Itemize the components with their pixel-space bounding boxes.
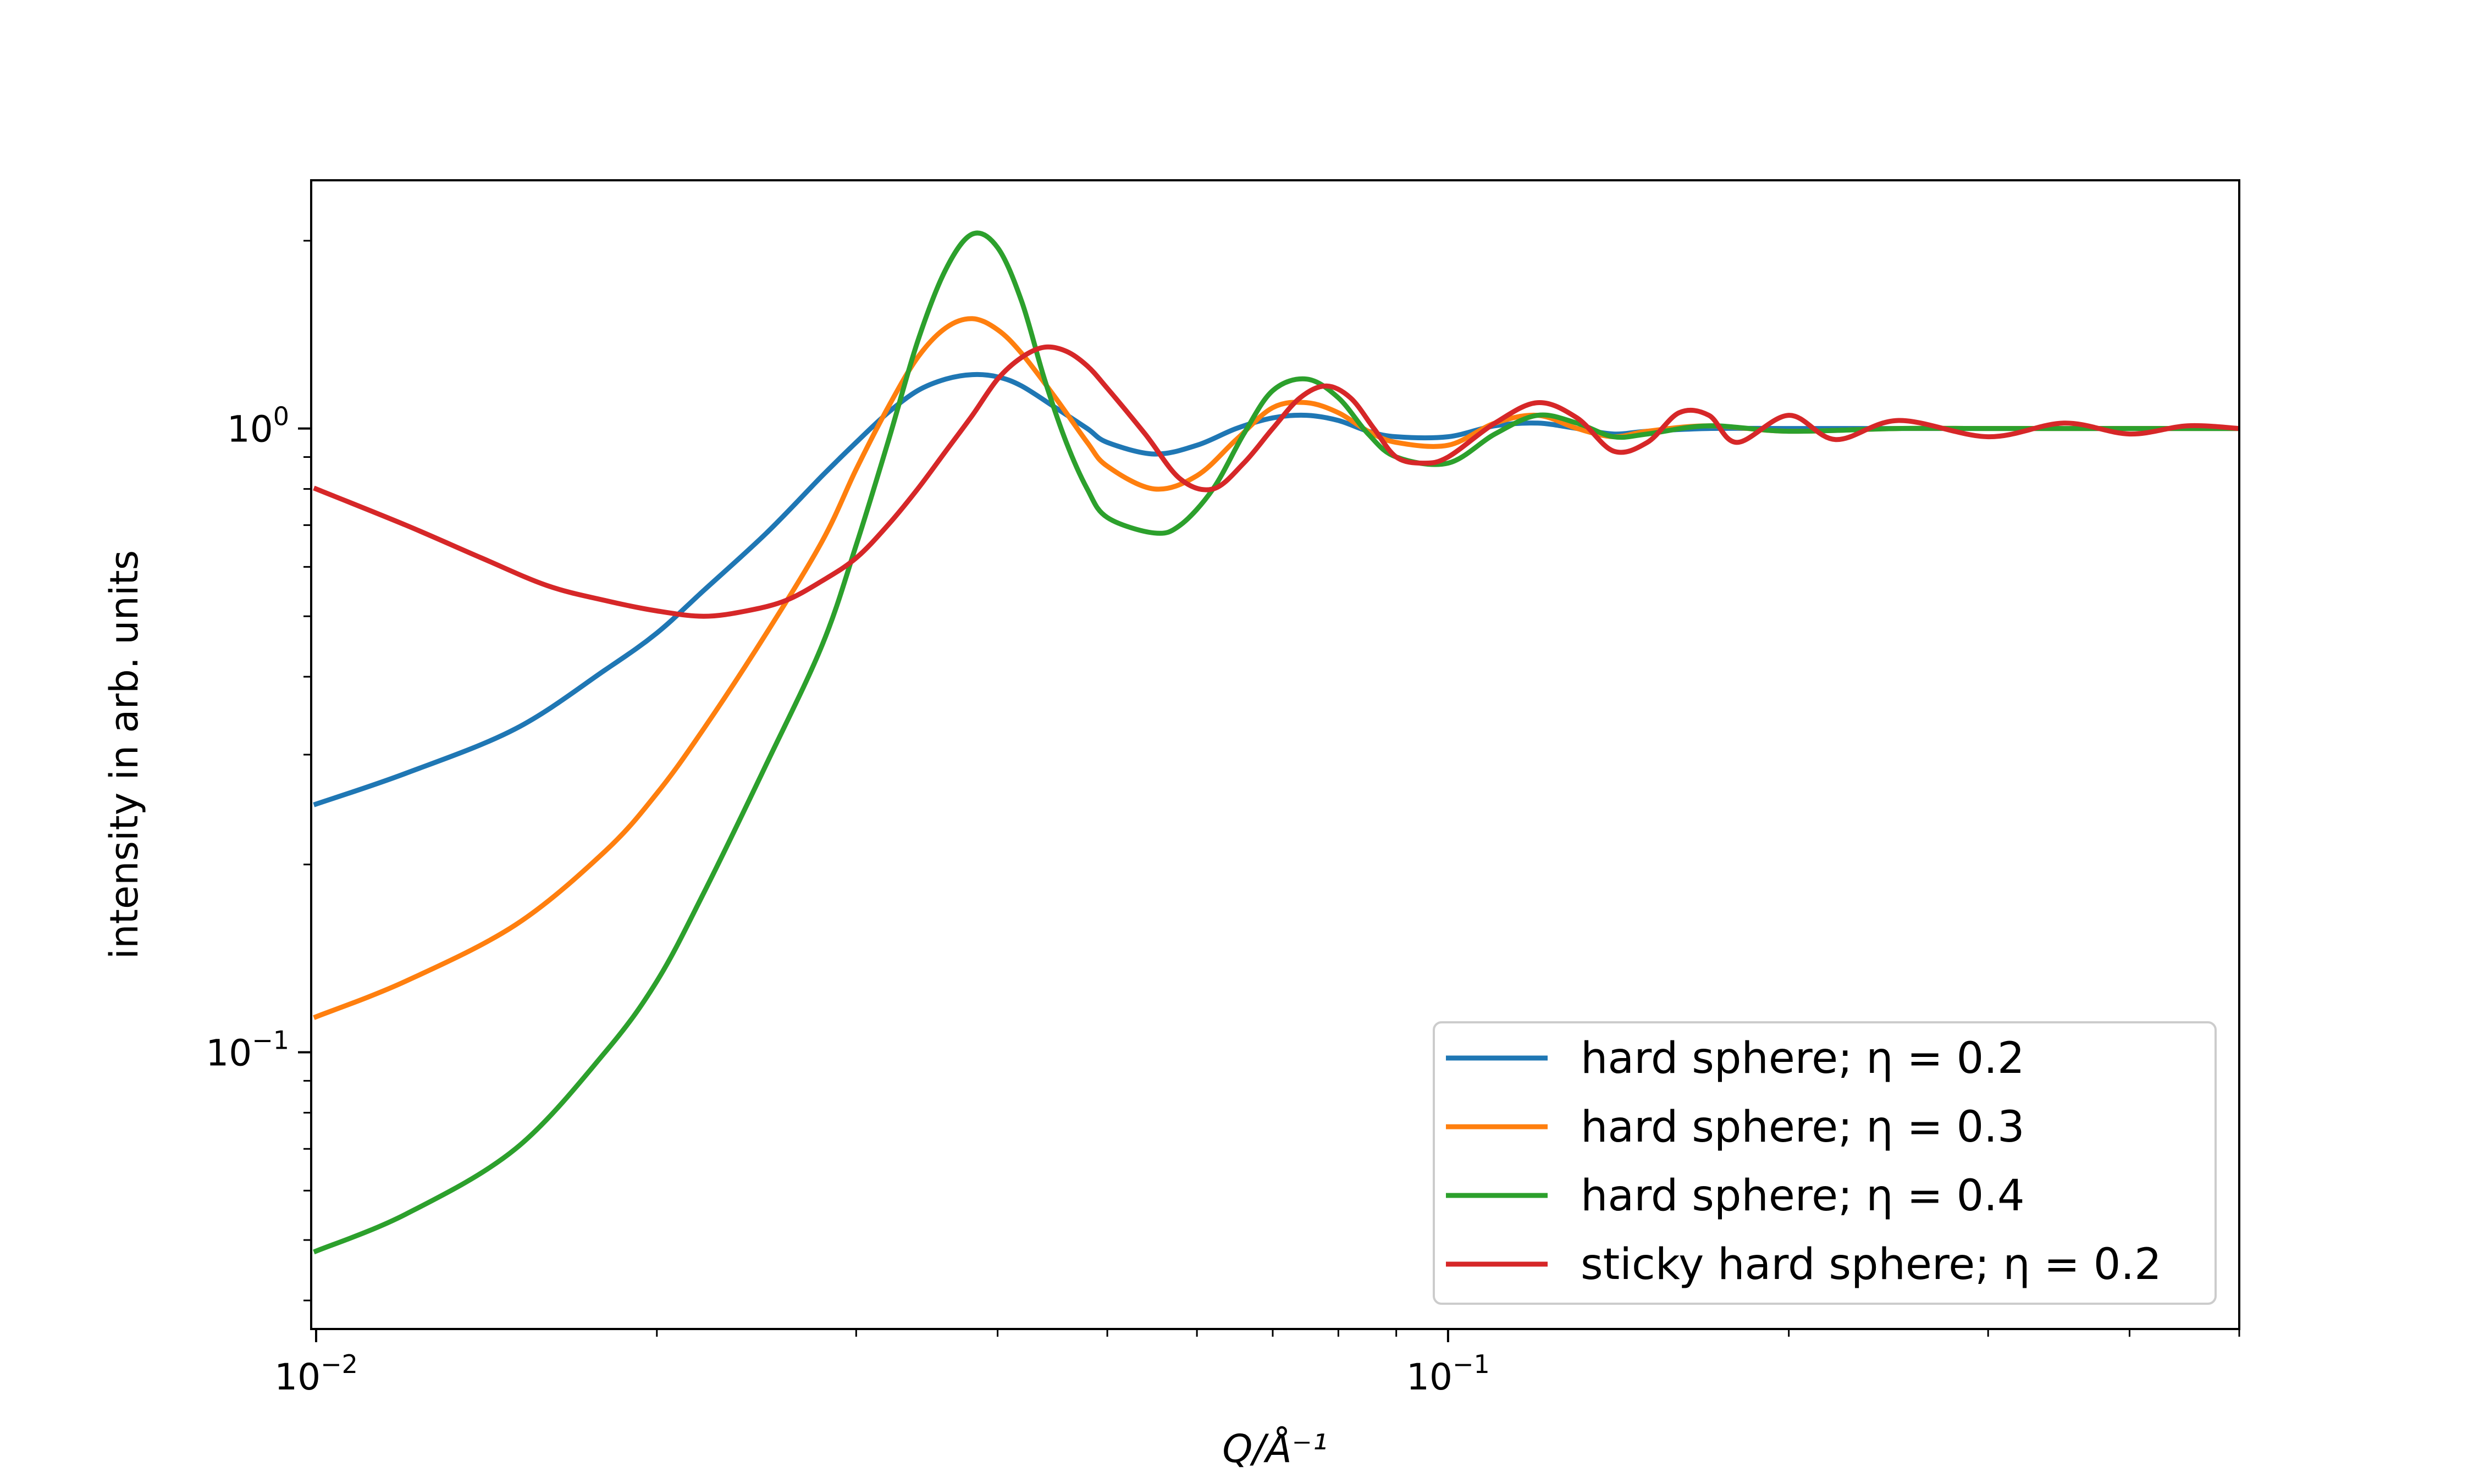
series-line-3 (313, 230, 2239, 1255)
y-tick-label: 100 (227, 402, 289, 451)
legend-label-2: hard sphere; η = 0.3 (1581, 1103, 2025, 1152)
legend-label-4: sticky hard sphere; η = 0.2 (1581, 1240, 2162, 1289)
legend: hard sphere; η = 0.2 hard sphere; η = 0.3… (1433, 1021, 2217, 1305)
series-group (313, 230, 2239, 1255)
legend-box (1433, 1021, 2217, 1305)
y-axis: 10−1 100 (206, 240, 311, 1302)
x-tick-label: 10−1 (1406, 1349, 1490, 1398)
y-axis-label: intensity in arb. units (102, 550, 147, 960)
x-axis: 10−2 10−1 (274, 1329, 2240, 1398)
series-line-4 (313, 344, 2239, 619)
x-tick-label: 10−2 (274, 1349, 358, 1398)
legend-label-1: hard sphere; η = 0.2 (1581, 1034, 2025, 1083)
y-tick-label: 10−1 (206, 1025, 289, 1074)
x-axis-label: Q/Å⁻¹ (1222, 1426, 1328, 1471)
legend-label-3: hard sphere; η = 0.4 (1581, 1171, 2025, 1221)
